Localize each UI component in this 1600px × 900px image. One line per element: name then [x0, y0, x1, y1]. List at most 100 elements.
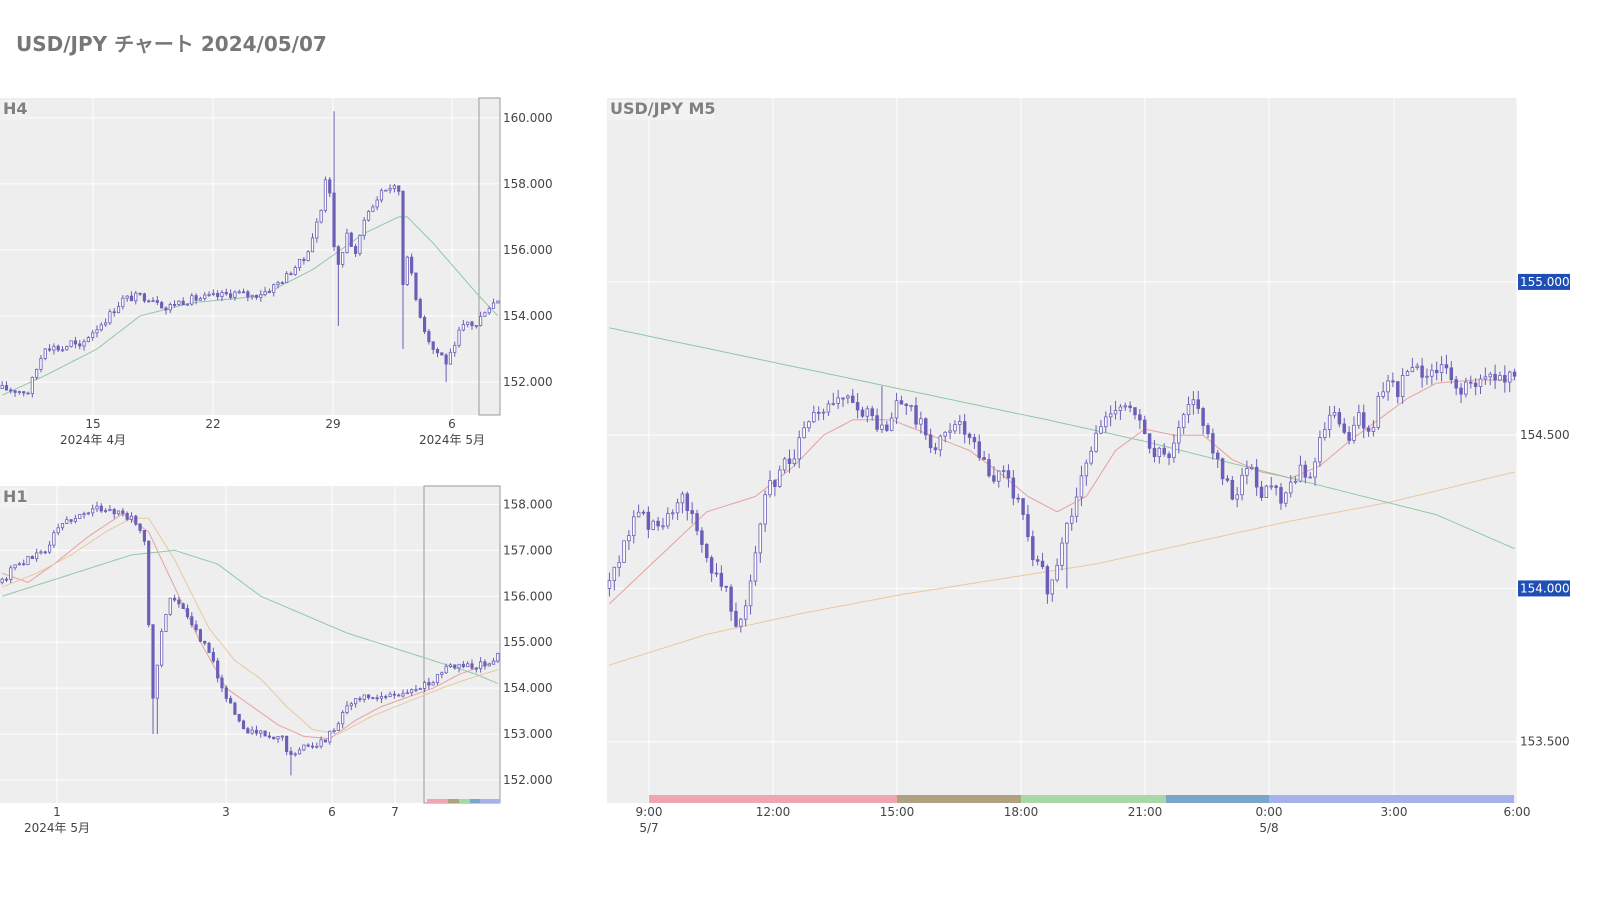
candle-body — [151, 300, 155, 303]
candle-body — [185, 608, 190, 618]
candle-body — [224, 687, 228, 699]
candle-body — [496, 652, 500, 662]
candle-body — [1342, 423, 1346, 433]
candle-body — [1108, 413, 1113, 418]
plot-background — [0, 98, 500, 415]
candle-body — [47, 348, 52, 351]
candle-body — [778, 469, 782, 487]
candle-body — [787, 458, 792, 464]
candle-body — [479, 661, 483, 670]
candle-body — [371, 697, 375, 700]
candle-body — [909, 405, 913, 407]
candle-body — [0, 385, 4, 389]
candle-body — [26, 556, 30, 566]
candle-body — [1503, 375, 1507, 383]
y-tick-label: 157.000 — [503, 543, 553, 557]
candle-body — [1279, 487, 1283, 504]
candle-body — [996, 470, 1001, 482]
candle-body — [306, 744, 310, 747]
candle-body — [1308, 476, 1312, 479]
candle-body — [880, 424, 884, 430]
candle-body — [410, 256, 414, 274]
candle-body — [328, 179, 332, 194]
y-tick-label: 154.000 — [503, 681, 553, 695]
candle-body — [1065, 522, 1069, 544]
y-tick-label: 153.500 — [1520, 735, 1570, 749]
candle-body — [1031, 536, 1035, 561]
candle-body — [1011, 477, 1016, 499]
candle-body — [220, 677, 224, 689]
candle-body — [4, 578, 9, 581]
candle-body — [1269, 485, 1273, 488]
price-badge — [1518, 580, 1570, 597]
candle-body — [734, 610, 738, 627]
y-tick-label: 153.000 — [503, 727, 553, 741]
candle-body — [17, 563, 21, 566]
candle-body — [276, 282, 280, 286]
candle-body — [889, 417, 894, 431]
candle-body — [690, 510, 694, 514]
candle-body — [345, 232, 349, 253]
candle-body — [967, 433, 972, 438]
x-tick-label: 7 — [391, 805, 399, 819]
candle-body — [371, 206, 375, 212]
candle-body — [392, 693, 396, 696]
candle-body — [354, 698, 358, 705]
candle-body — [836, 397, 840, 404]
candle-body — [315, 221, 319, 239]
candle-body — [358, 235, 362, 254]
candle-body — [924, 418, 928, 436]
candle-body — [802, 427, 806, 439]
candle-body — [272, 736, 276, 740]
candle-body — [263, 730, 267, 737]
candle-body — [418, 299, 422, 318]
candle-body — [705, 544, 709, 559]
candle-body — [151, 624, 155, 699]
candle-body — [470, 663, 474, 669]
candle-body — [448, 664, 453, 667]
candle-body — [241, 291, 246, 294]
candle-body — [405, 692, 409, 695]
candle-body — [121, 297, 125, 308]
candle-body — [1264, 485, 1269, 498]
candle-body — [289, 273, 293, 275]
candle-body — [1386, 380, 1390, 393]
candle-body — [1157, 447, 1162, 458]
candle-body — [1507, 371, 1512, 383]
candle-body — [207, 294, 211, 296]
candle-body — [1332, 412, 1337, 416]
candle-body — [1352, 424, 1356, 441]
candle-body — [39, 551, 43, 554]
candle-body — [116, 306, 121, 314]
candle-body — [928, 434, 933, 449]
candle-body — [1366, 427, 1371, 432]
candle-body — [1313, 461, 1317, 478]
candle-body — [792, 458, 797, 464]
candle-body — [1045, 566, 1050, 595]
candle-body — [52, 345, 56, 351]
candle-body — [448, 351, 453, 365]
candle-body — [354, 246, 358, 254]
candle-body — [1464, 381, 1468, 395]
candle-body — [758, 523, 763, 554]
candle-body — [73, 518, 78, 522]
candle-body — [1094, 432, 1098, 452]
candle-body — [1240, 474, 1244, 496]
candle-body — [22, 563, 26, 566]
x-tick-label: 0:00 — [1256, 805, 1283, 819]
candle-body — [323, 739, 328, 743]
candle-body — [91, 332, 95, 338]
candle-body — [607, 580, 612, 589]
candle-body — [229, 698, 233, 704]
panel-title: H1 — [3, 487, 28, 506]
candle-body — [379, 190, 384, 201]
candle-body — [1483, 376, 1488, 380]
candle-body — [237, 291, 241, 294]
candle-body — [172, 597, 177, 601]
candle-body — [194, 295, 198, 301]
candle-body — [1439, 364, 1444, 374]
candle-body — [870, 408, 874, 417]
y-tick-label: 152.000 — [503, 375, 553, 389]
candle-body — [297, 749, 302, 755]
candle-body — [397, 694, 401, 697]
